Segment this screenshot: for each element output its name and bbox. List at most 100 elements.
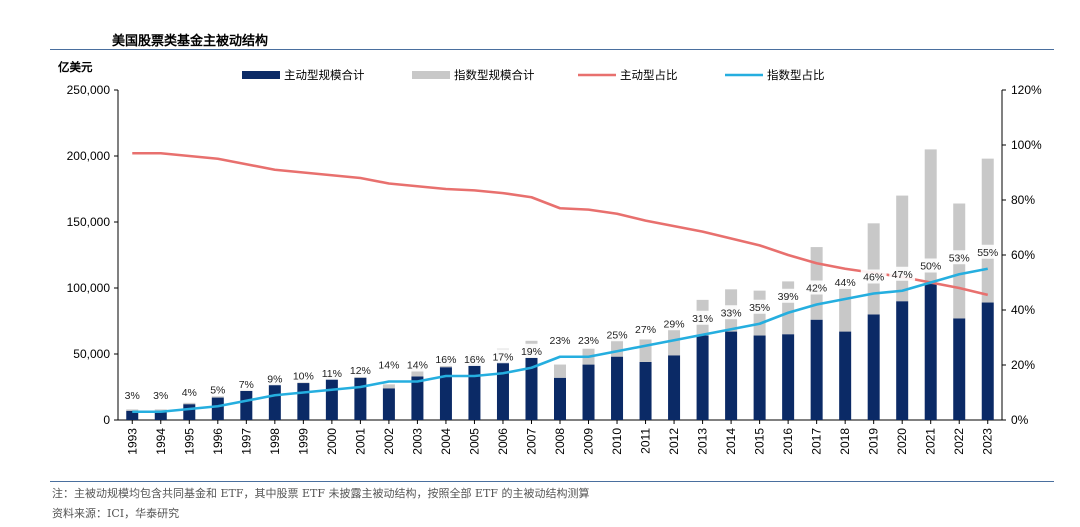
bar-active xyxy=(211,397,224,420)
legend-active-bar-swatch xyxy=(242,71,280,79)
data-label-index-share: 16% xyxy=(435,354,456,366)
bar-index xyxy=(981,158,994,303)
source-note: 资料来源：ICI，华泰研究 xyxy=(52,507,180,520)
data-label-bg xyxy=(518,343,545,358)
top-rule xyxy=(50,49,1054,50)
bar-index xyxy=(154,409,167,411)
line-active-share xyxy=(132,151,989,297)
data-label-bg xyxy=(490,349,516,364)
bar-active xyxy=(753,335,766,420)
bar-active xyxy=(725,331,738,420)
x-tick-label: 2017 xyxy=(810,428,824,455)
bar-active xyxy=(867,314,880,420)
bar-active xyxy=(924,284,937,420)
y-left-tick-label: 200,000 xyxy=(67,149,111,163)
data-label-index-share: 9% xyxy=(267,373,282,385)
data-label-index-share: 11% xyxy=(322,368,342,380)
bar-active xyxy=(325,379,338,420)
bar-index xyxy=(554,364,566,378)
y-right-tick-label: 0% xyxy=(1011,413,1029,427)
data-label-index-share: 23% xyxy=(549,335,570,347)
y-left-tick-label: 100,000 xyxy=(67,281,111,295)
x-tick-label: 2010 xyxy=(610,428,624,455)
data-label-index-share: 10% xyxy=(293,371,314,383)
x-tick-label: 2015 xyxy=(753,428,767,455)
bar-active xyxy=(810,319,823,420)
data-label-index-share: 3% xyxy=(125,390,140,402)
data-label-bg xyxy=(632,321,659,336)
data-label-index-share: 14% xyxy=(407,360,428,372)
data-label-index-share: 47% xyxy=(892,269,913,281)
bar-active xyxy=(981,302,994,420)
data-label-index-share: 33% xyxy=(721,307,742,319)
bar-active xyxy=(668,355,681,420)
bar-active xyxy=(297,383,310,420)
data-label-bg xyxy=(208,382,228,397)
bar-index xyxy=(126,409,139,411)
data-label-bg xyxy=(746,299,773,314)
bar-active xyxy=(126,410,139,420)
legend-index-bar-swatch xyxy=(412,71,450,79)
x-tick-label: 1995 xyxy=(182,428,196,455)
x-tick-label: 1993 xyxy=(125,428,139,455)
data-label-index-share: 31% xyxy=(692,313,713,325)
bar-active xyxy=(839,331,852,420)
bar-index xyxy=(211,396,224,398)
data-label-bg xyxy=(376,357,402,372)
data-label-bg xyxy=(718,305,744,320)
y-right-tick-label: 60% xyxy=(1011,248,1035,262)
legend-index-line-label: 指数型占比 xyxy=(767,68,825,82)
data-label-index-share: 4% xyxy=(182,387,197,399)
data-label-index-share: 50% xyxy=(920,261,941,273)
data-label-index-share: 44% xyxy=(835,277,856,289)
y-left-tick-label: 50,000 xyxy=(73,347,110,361)
data-label-index-share: 12% xyxy=(350,365,371,377)
x-tick-label: 2006 xyxy=(496,428,510,455)
x-tick-label: 2014 xyxy=(724,428,738,455)
data-label-index-share: 3% xyxy=(153,390,168,402)
x-tick-label: 2001 xyxy=(353,428,367,455)
data-label-index-share: 46% xyxy=(863,272,884,284)
data-label-index-share: 53% xyxy=(949,252,970,264)
x-tick-label: 2018 xyxy=(838,428,852,455)
bottom-rule xyxy=(50,481,1054,482)
data-label-bg xyxy=(775,288,802,303)
data-label-bg xyxy=(860,269,887,284)
x-tick-label: 2023 xyxy=(981,428,995,455)
data-label-index-share: 25% xyxy=(607,329,628,341)
bar-active xyxy=(439,367,452,420)
bar-active xyxy=(354,377,367,420)
bar-active xyxy=(468,364,481,420)
data-label-bg xyxy=(661,316,687,331)
bar-active xyxy=(154,410,167,420)
data-label-bg xyxy=(236,376,256,391)
y-left-tick-label: 150,000 xyxy=(67,215,111,229)
x-tick-label: 2000 xyxy=(325,428,339,455)
bar-index xyxy=(839,286,852,332)
data-label-bg xyxy=(318,365,345,380)
footnote: 注：主被动规模均包含共同基金和 ETF，其中股票 ETF 未披露主被动结构，按照… xyxy=(52,487,590,500)
y-right-tick-label: 40% xyxy=(1011,303,1035,317)
x-tick-label: 2004 xyxy=(439,428,453,455)
x-tick-label: 1999 xyxy=(296,428,310,455)
data-label-bg xyxy=(461,352,488,366)
data-label-bg xyxy=(889,266,916,281)
bar-active xyxy=(411,376,424,420)
data-label-bg xyxy=(917,258,944,273)
x-tick-label: 2009 xyxy=(582,428,596,455)
data-label-index-share: 19% xyxy=(521,346,542,358)
x-tick-label: 1998 xyxy=(268,428,282,455)
bar-index xyxy=(896,195,909,302)
data-label-index-share: 17% xyxy=(492,351,513,363)
x-tick-label: 1997 xyxy=(239,428,253,455)
x-tick-label: 2003 xyxy=(410,428,424,455)
x-tick-label: 2007 xyxy=(524,428,538,455)
x-tick-label: 2008 xyxy=(553,428,567,455)
y-left-tick-label: 250,000 xyxy=(67,83,111,97)
data-label-index-share: 35% xyxy=(749,302,770,314)
x-tick-label: 2002 xyxy=(382,428,396,455)
data-label-bg xyxy=(404,357,431,372)
data-label-bg xyxy=(803,280,830,295)
data-label-bg xyxy=(122,387,142,402)
y-left-unit-label: 亿美元 xyxy=(58,60,93,74)
